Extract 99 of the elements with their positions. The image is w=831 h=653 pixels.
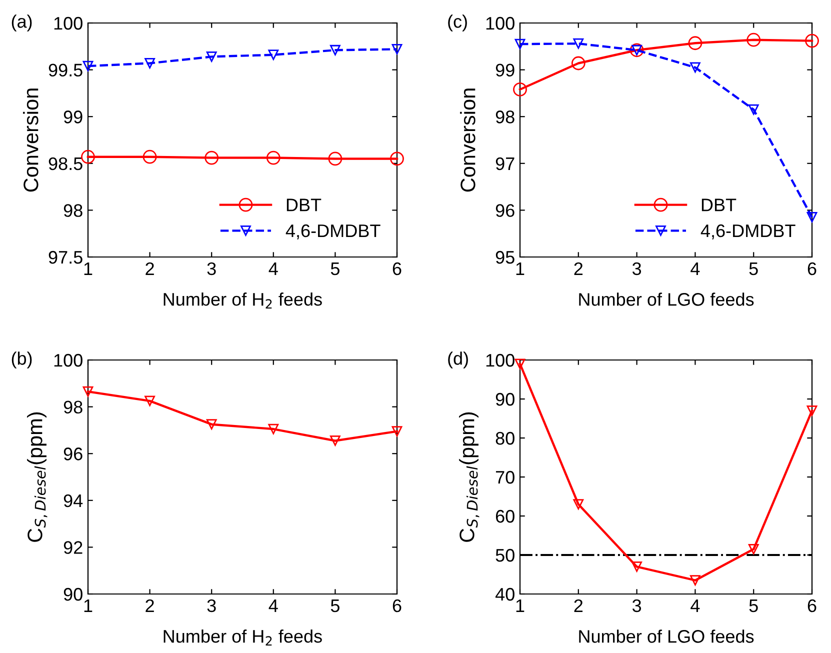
y-tick-label: 96 xyxy=(64,448,82,460)
y-axis-title: Conversion xyxy=(23,88,38,192)
y-tick-label: 98 xyxy=(64,400,82,414)
y-tick-label: 97.5 xyxy=(48,250,82,264)
x-axis-title: Number of LGO feeds xyxy=(579,292,754,306)
x-tick-label: 2 xyxy=(146,262,154,275)
x-tick-label: 6 xyxy=(808,262,816,276)
point xyxy=(806,405,818,416)
legend-label: DBT xyxy=(702,198,736,212)
x-tick-label: 4 xyxy=(690,600,700,612)
point xyxy=(514,38,526,50)
y-axis-title: Conversion xyxy=(460,88,476,192)
point xyxy=(268,424,279,434)
x-tick-label: 1 xyxy=(84,600,92,612)
x-tick-label: 2 xyxy=(146,599,154,612)
point xyxy=(392,426,402,437)
y-tick-label: 99 xyxy=(496,64,514,77)
x-axis-title: Number of H$_{2}$ feeds xyxy=(164,629,322,646)
x-tick-label: 3 xyxy=(632,599,642,612)
x-tick-label: 5 xyxy=(749,262,758,276)
chart-title: (b) xyxy=(12,352,32,368)
point xyxy=(514,358,526,370)
x-tick-label: 5 xyxy=(749,600,758,612)
chart-title: (c) xyxy=(448,14,467,32)
x-tick-label: 4 xyxy=(268,262,278,275)
point xyxy=(390,152,404,166)
point xyxy=(144,58,156,68)
point xyxy=(632,561,642,572)
y-tick-label: 96 xyxy=(496,204,514,217)
y-tick-label: 100 xyxy=(54,354,82,367)
y-tick-label: 90 xyxy=(496,392,514,406)
y-tick-label: 98.5 xyxy=(48,157,82,170)
point xyxy=(268,50,279,60)
y-tick-label: 90 xyxy=(64,588,82,601)
y-tick-label: 95 xyxy=(496,250,514,264)
legend-label: 4,6-DMDBT xyxy=(286,224,380,240)
x-tick-label: 3 xyxy=(632,262,642,276)
y-tick-label: 100 xyxy=(54,16,82,30)
point xyxy=(204,150,219,165)
y-tick-label: 70 xyxy=(496,470,514,484)
point xyxy=(142,150,157,164)
x-tick-label: 3 xyxy=(207,599,216,612)
point xyxy=(806,212,818,222)
point xyxy=(266,150,280,165)
y-tick-label: 50 xyxy=(496,548,514,562)
y-axis-title: C$_{S,Diesel}$(ppm) xyxy=(27,412,48,542)
x-tick-label: 4 xyxy=(268,600,278,612)
y-tick-label: 98 xyxy=(64,204,82,217)
x-tick-label: 1 xyxy=(84,262,92,275)
point xyxy=(746,32,761,47)
x-tick-label: 5 xyxy=(330,262,340,276)
point xyxy=(206,51,217,62)
x-tick-label: 1 xyxy=(516,262,524,275)
y-tick-label: 92 xyxy=(64,541,82,554)
point xyxy=(82,60,94,72)
point xyxy=(805,34,819,48)
y-tick-label: 99.5 xyxy=(48,64,82,77)
point xyxy=(513,82,527,96)
point xyxy=(206,419,217,430)
y-tick-label: 99 xyxy=(64,110,82,124)
y-tick-label: 98 xyxy=(496,110,514,124)
x-tick-label: 6 xyxy=(808,599,816,612)
x-tick-label: 6 xyxy=(392,262,402,276)
point xyxy=(748,544,759,554)
x-tick-label: 4 xyxy=(690,262,700,275)
point xyxy=(328,152,342,166)
point xyxy=(573,38,584,49)
x-tick-label: 3 xyxy=(207,262,216,276)
x-tick-label: 2 xyxy=(574,599,583,612)
y-tick-label: 100 xyxy=(486,16,514,30)
x-axis-title: Number of H$_{2}$ feeds xyxy=(164,292,322,309)
y-tick-label: 80 xyxy=(496,432,514,445)
x-tick-label: 2 xyxy=(574,262,583,275)
point xyxy=(688,36,702,50)
point xyxy=(690,575,700,586)
point xyxy=(392,44,402,54)
y-tick-label: 40 xyxy=(495,588,514,601)
y-axis-title: C$_{S,Diesel}$(ppm) xyxy=(459,412,480,542)
y-tick-label: 94 xyxy=(64,494,83,508)
point xyxy=(81,150,95,164)
legend-label: DBT xyxy=(286,198,322,212)
point xyxy=(748,104,759,115)
y-tick-label: 97 xyxy=(496,157,514,170)
point xyxy=(144,396,156,406)
x-tick-label: 1 xyxy=(516,600,524,612)
y-tick-label: 100 xyxy=(486,354,514,367)
point xyxy=(330,44,340,56)
point xyxy=(571,56,586,70)
point xyxy=(82,386,94,397)
legend-label: 4,6-DMDBT xyxy=(700,224,796,240)
point xyxy=(690,62,700,73)
x-tick-label: 6 xyxy=(392,599,402,612)
chart-title: (a) xyxy=(12,14,32,32)
x-tick-label: 5 xyxy=(330,600,340,612)
point xyxy=(330,436,340,446)
y-tick-label: 60 xyxy=(496,510,514,523)
x-axis-title: Number of LGO feeds xyxy=(579,630,754,643)
chart-title: (d) xyxy=(448,352,468,368)
point xyxy=(573,499,584,510)
